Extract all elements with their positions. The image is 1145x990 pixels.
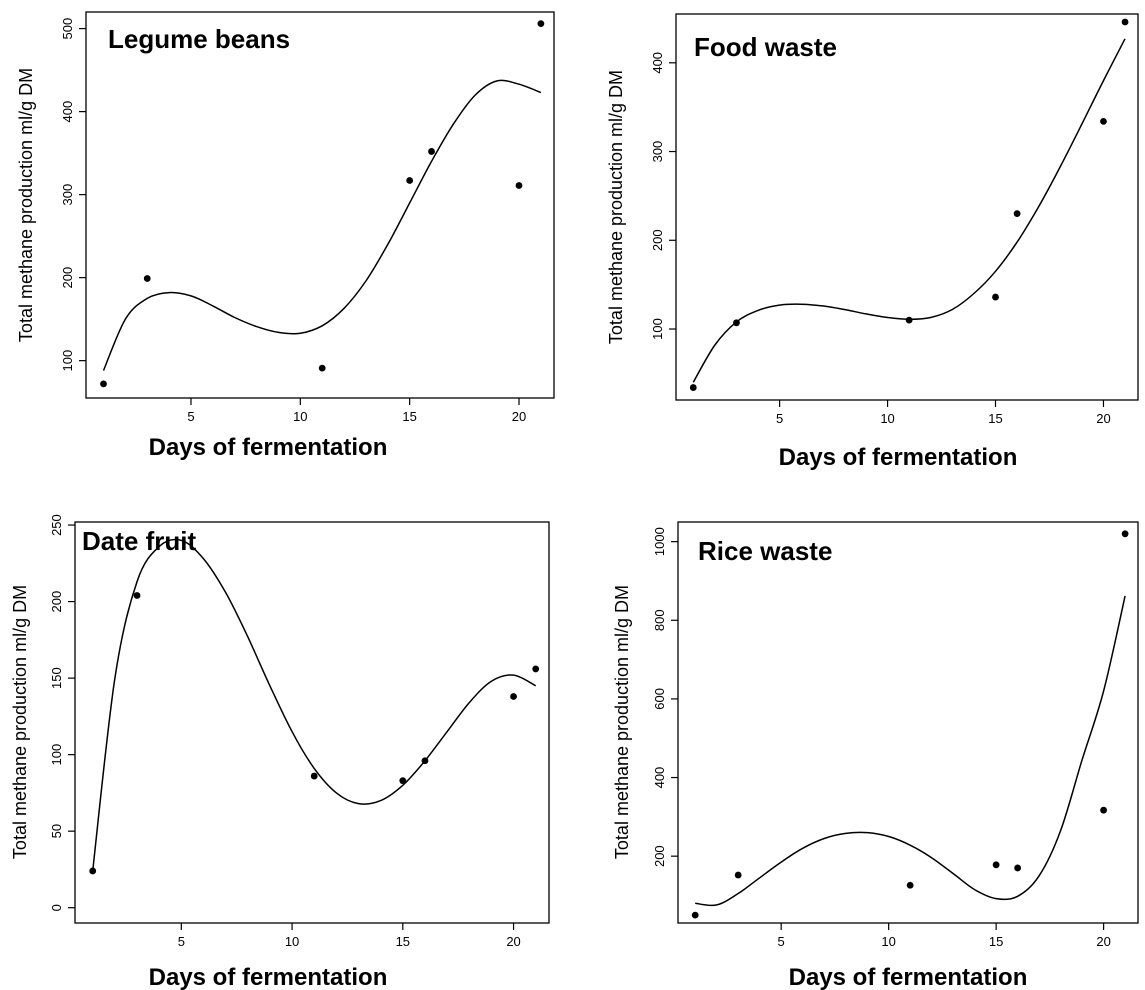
x-tick-label: 10 <box>881 934 895 949</box>
data-point <box>318 364 326 372</box>
data-point <box>1121 530 1129 538</box>
data-point <box>1100 117 1107 125</box>
data-point <box>428 148 435 155</box>
plot-frame <box>85 11 555 399</box>
data-point <box>992 861 1000 869</box>
data-point <box>310 772 318 780</box>
data-point <box>100 380 107 388</box>
data-point <box>1013 210 1021 218</box>
x-tick-label: 5 <box>778 934 785 949</box>
y-tick-label: 300 <box>60 184 75 206</box>
data-point <box>1100 806 1108 814</box>
y-tick-label: 200 <box>650 229 665 251</box>
fit-curve <box>692 38 1126 383</box>
x-tick-label: 20 <box>512 409 526 424</box>
plot-frame <box>675 13 1139 401</box>
x-tick-label: 5 <box>187 409 194 424</box>
y-axis-label: Total methane production ml/g DM <box>612 585 632 859</box>
data-point <box>733 319 740 327</box>
y-tick-label: 100 <box>60 350 75 372</box>
y-tick-label: 100 <box>49 744 64 766</box>
data-point <box>691 911 699 919</box>
data-point <box>689 384 697 391</box>
x-tick-label: 15 <box>396 934 410 949</box>
data-point <box>510 693 517 700</box>
x-tick-label: 10 <box>285 934 299 949</box>
data-point <box>89 867 97 875</box>
y-tick-label: 250 <box>49 514 64 536</box>
panel-0: 5 10 15 20 100 200 300 400 500 Legume beans Days o… <box>16 11 555 461</box>
y-tick-label: 0 <box>49 904 64 911</box>
x-tick-label: 10 <box>293 409 307 424</box>
data-point <box>537 20 545 28</box>
data-point <box>734 871 742 879</box>
x-tick-label: 5 <box>178 934 185 949</box>
x-tick-label: 20 <box>1096 411 1110 426</box>
y-axis-label: Total methane production ml/g DM <box>606 70 626 344</box>
data-point <box>399 777 407 785</box>
x-tick-label: 20 <box>506 934 520 949</box>
data-point <box>905 316 913 324</box>
y-tick-label: 400 <box>650 52 665 74</box>
panel-title: Date fruit <box>82 526 196 556</box>
x-axis-label: Days of fermentation <box>149 964 388 990</box>
data-point <box>421 757 429 765</box>
y-tick-label: 200 <box>652 845 667 867</box>
y-tick-label: 50 <box>49 824 64 838</box>
panel-title: Rice waste <box>698 536 832 566</box>
fit-curve <box>102 79 542 371</box>
panel-title: Food waste <box>694 32 837 62</box>
data-point <box>1121 18 1129 26</box>
data-point <box>133 592 141 599</box>
panel-title: Legume beans <box>108 24 290 54</box>
y-axis-label: Total methane production ml/g DM <box>10 585 30 859</box>
x-tick-label: 15 <box>988 411 1002 426</box>
x-tick-label: 20 <box>1096 934 1110 949</box>
plot-frame <box>677 521 1139 924</box>
y-tick-label: 1000 <box>652 527 667 556</box>
x-axis-label: Days of fermentation <box>779 444 1018 471</box>
data-point <box>906 881 914 889</box>
y-tick-label: 400 <box>652 767 667 789</box>
fit-curve <box>695 595 1126 907</box>
y-tick-label: 200 <box>60 267 75 289</box>
y-tick-label: 150 <box>49 667 64 689</box>
y-tick-label: 100 <box>650 318 665 340</box>
data-point <box>1014 864 1022 872</box>
y-tick-label: 600 <box>652 688 667 710</box>
panel-1: 5 10 15 20 100 200 300 400 Food waste Days of fer… <box>606 13 1139 471</box>
plot-frame <box>74 521 550 924</box>
y-tick-label: 200 <box>49 591 64 613</box>
data-point <box>406 177 414 184</box>
data-point <box>143 275 151 282</box>
x-axis-label: Days of fermentation <box>149 434 388 461</box>
panel-3: 5 10 15 20 200 400 600 800 1000 Rice waste Days of… <box>612 521 1139 990</box>
y-tick-label: 300 <box>650 141 665 163</box>
fit-curve <box>91 538 537 872</box>
data-point <box>515 182 523 189</box>
x-tick-label: 10 <box>880 411 894 426</box>
y-tick-label: 400 <box>60 101 75 123</box>
x-axis-label: Days of fermentation <box>789 964 1028 990</box>
x-tick-label: 15 <box>989 934 1003 949</box>
y-tick-label: 800 <box>652 609 667 631</box>
data-point <box>532 665 540 673</box>
y-tick-label: 500 <box>60 18 75 40</box>
data-point <box>992 293 999 301</box>
x-tick-label: 15 <box>402 409 416 424</box>
y-axis-label: Total methane production ml/g DM <box>16 68 36 342</box>
x-tick-label: 5 <box>776 411 783 426</box>
